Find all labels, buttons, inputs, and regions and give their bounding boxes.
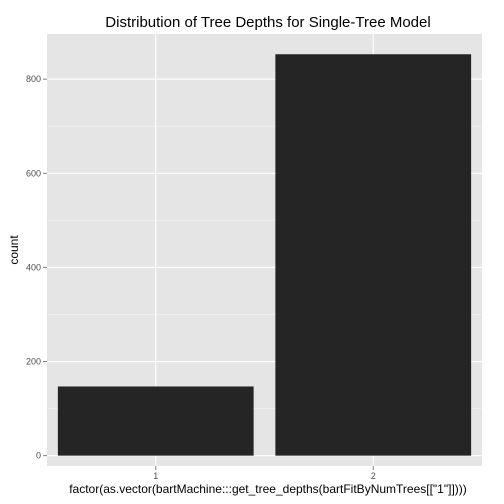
x-axis-title: factor(as.vector(bartMachine:::get_tree_… xyxy=(69,482,467,496)
x-tick-label: 2 xyxy=(371,471,376,481)
y-tick-label: 600 xyxy=(26,168,41,178)
y-axis: 0 200 400 600 800 xyxy=(26,74,47,461)
y-tick-label: 200 xyxy=(26,357,41,367)
y-tick-label: 400 xyxy=(26,262,41,272)
x-tick-label: 1 xyxy=(153,471,158,481)
chart-title: Distribution of Tree Depths for Single-T… xyxy=(105,14,430,31)
bars xyxy=(57,54,472,456)
bar-2 xyxy=(275,54,472,456)
bar-1 xyxy=(57,386,254,456)
y-tick-label: 0 xyxy=(36,451,41,461)
y-axis-title: count xyxy=(7,235,21,265)
y-tick-label: 800 xyxy=(26,74,41,84)
